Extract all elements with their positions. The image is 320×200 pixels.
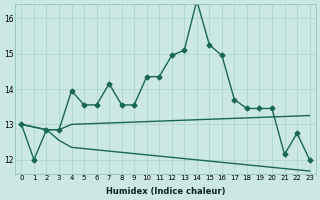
X-axis label: Humidex (Indice chaleur): Humidex (Indice chaleur) [106,187,225,196]
